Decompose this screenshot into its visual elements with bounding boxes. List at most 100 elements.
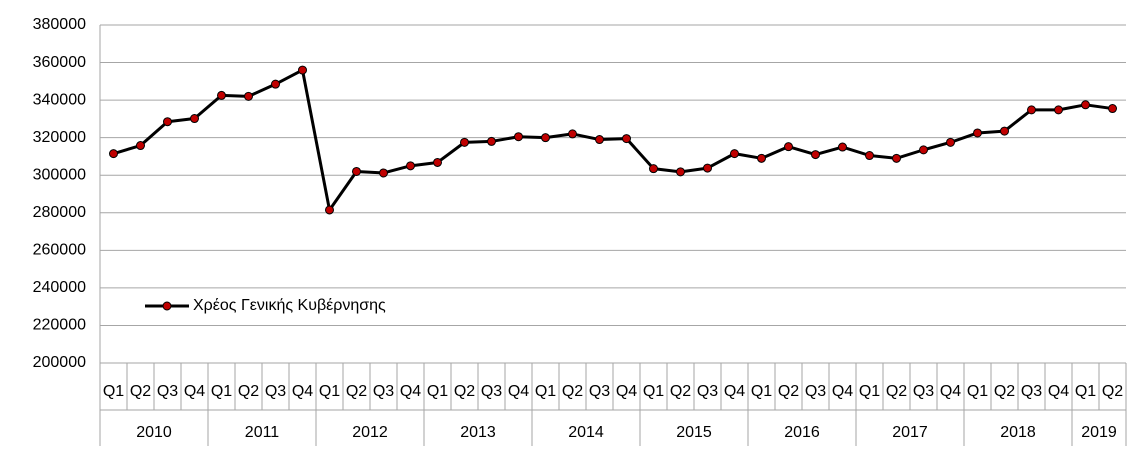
- marker: [433, 157, 442, 167]
- marker: [136, 141, 145, 151]
- x-tick-label: Q1: [319, 383, 340, 400]
- marker: [379, 168, 388, 178]
- marker: [1081, 100, 1090, 110]
- marker: [406, 161, 415, 171]
- x-tick-label: Q2: [778, 383, 799, 400]
- marker: [1108, 104, 1117, 114]
- marker: [109, 149, 118, 159]
- x-tick-label: Q1: [535, 383, 556, 400]
- x-tick-label: Q3: [373, 383, 394, 400]
- marker: [487, 136, 496, 146]
- x-tick-label: Q1: [427, 383, 448, 400]
- marker: [460, 137, 469, 147]
- x-tick-label: Q4: [292, 383, 313, 400]
- year-label: 2014: [568, 424, 604, 441]
- x-tick-label: Q4: [832, 383, 853, 400]
- marker: [271, 79, 280, 89]
- legend-label: Χρέος Γενικής Κυβέρνησης: [193, 297, 386, 314]
- x-tick-label: Q3: [913, 383, 934, 400]
- marker: [325, 205, 334, 215]
- marker: [163, 117, 172, 127]
- x-tick-label: Q2: [994, 383, 1015, 400]
- x-tick-label: Q3: [481, 383, 502, 400]
- x-tick-label: Q1: [751, 383, 772, 400]
- y-tick-label: 320000: [33, 129, 86, 146]
- x-tick-label: Q2: [454, 383, 475, 400]
- y-tick-label: 220000: [33, 317, 86, 334]
- year-label: 2010: [136, 424, 172, 441]
- marker: [784, 142, 793, 152]
- marker: [649, 164, 658, 174]
- x-tick-label: Q4: [724, 383, 745, 400]
- x-tick-label: Q4: [940, 383, 961, 400]
- marker: [568, 129, 577, 139]
- y-tick-label: 300000: [33, 166, 86, 183]
- marker: [865, 151, 874, 161]
- x-tick-label: Q2: [670, 383, 691, 400]
- marker: [757, 153, 766, 163]
- x-tick-label: Q3: [589, 383, 610, 400]
- y-tick-label: 240000: [33, 279, 86, 296]
- y-tick-label: 280000: [33, 204, 86, 221]
- x-tick-label: Q4: [508, 383, 529, 400]
- marker: [1000, 126, 1009, 136]
- year-label: 2015: [676, 424, 712, 441]
- marker: [595, 135, 604, 145]
- x-tick-label: Q2: [238, 383, 259, 400]
- year-label: 2017: [892, 424, 928, 441]
- y-tick-label: 360000: [33, 54, 86, 71]
- x-tick-label: Q1: [1075, 383, 1096, 400]
- x-tick-label: Q3: [265, 383, 286, 400]
- y-tick-label: 340000: [33, 91, 86, 108]
- marker: [1054, 105, 1063, 115]
- line: [113, 68, 1113, 212]
- y-tick-label: 260000: [33, 242, 86, 259]
- x-tick-label: Q2: [1102, 383, 1123, 400]
- y-tick-label: 380000: [33, 16, 86, 33]
- marker: [838, 142, 847, 152]
- x-tick-label: Q2: [346, 383, 367, 400]
- year-label: 2018: [1000, 424, 1036, 441]
- y-tick-label: 200000: [33, 354, 86, 371]
- x-tick-label: Q1: [643, 383, 664, 400]
- x-tick-label: Q1: [859, 383, 880, 400]
- x-tick-label: Q2: [130, 383, 151, 400]
- marker: [352, 166, 361, 176]
- marker: [541, 133, 550, 143]
- x-tick-label: Q2: [886, 383, 907, 400]
- marker: [811, 150, 820, 160]
- x-tick-label: Q4: [400, 383, 421, 400]
- marker: [244, 91, 253, 101]
- marker: [973, 128, 982, 138]
- marker: [946, 137, 955, 147]
- year-label: 2016: [784, 424, 820, 441]
- x-tick-label: Q3: [1021, 383, 1042, 400]
- x-tick-label: Q4: [1048, 383, 1069, 400]
- year-label: 2011: [245, 424, 280, 441]
- marker: [919, 145, 928, 155]
- x-tick-label: Q1: [103, 383, 124, 400]
- legend-marker: [162, 301, 172, 311]
- x-tick-label: Q4: [616, 383, 637, 400]
- marker: [676, 167, 685, 177]
- marker: [622, 134, 631, 144]
- year-label: 2012: [352, 424, 388, 441]
- x-tick-label: Q4: [184, 383, 205, 400]
- marker: [703, 163, 712, 173]
- marker: [730, 149, 739, 159]
- year-label: 2019: [1081, 424, 1117, 441]
- x-tick-label: Q3: [805, 383, 826, 400]
- marker: [892, 153, 901, 163]
- marker: [1027, 105, 1036, 115]
- x-tick-label: Q1: [967, 383, 988, 400]
- marker: [190, 114, 199, 124]
- marker: [298, 65, 307, 75]
- marker: [217, 90, 226, 100]
- x-tick-label: Q2: [562, 383, 583, 400]
- x-tick-label: Q1: [211, 383, 232, 400]
- year-label: 2013: [460, 424, 496, 441]
- marker: [514, 132, 523, 142]
- x-tick-label: Q3: [157, 383, 178, 400]
- x-tick-label: Q3: [697, 383, 718, 400]
